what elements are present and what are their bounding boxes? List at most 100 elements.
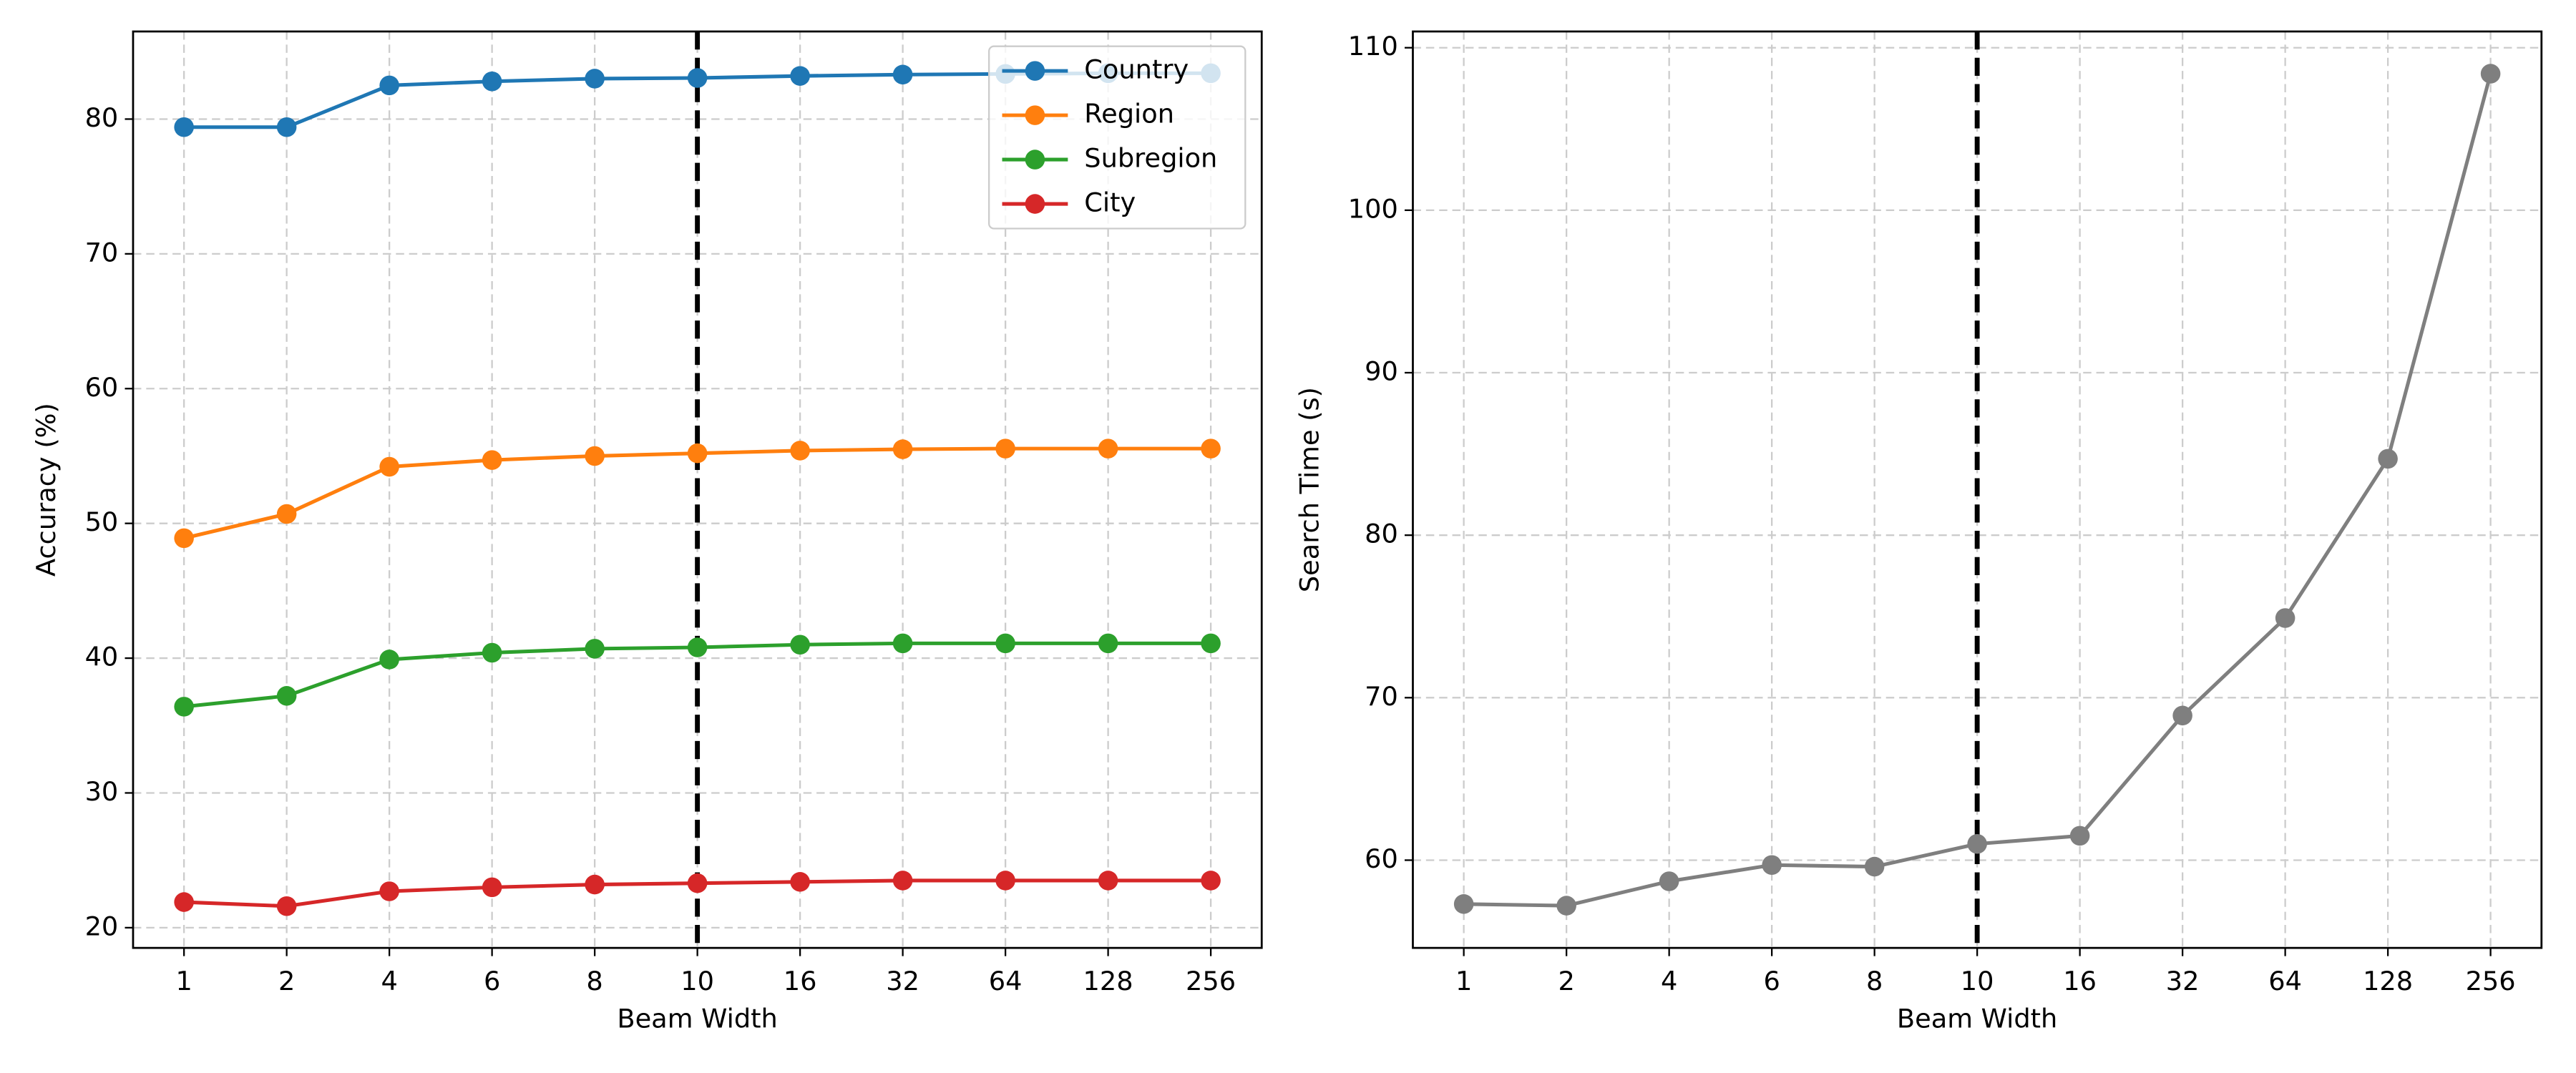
legend-marker [1025,194,1045,214]
data-point [174,117,194,137]
data-point [995,871,1015,891]
x-tick-label: 8 [586,966,602,996]
data-point [790,635,810,655]
x-tick-label: 2 [278,966,295,996]
data-point [585,639,605,659]
data-point [1556,896,1576,916]
data-point [892,871,913,891]
data-point [276,896,297,916]
x-tick-label: 10 [1961,966,1994,996]
x-tick-label: 32 [2166,966,2200,996]
data-point [995,438,1015,459]
x-tick-label: 4 [1661,966,1677,996]
x-axis-label: Beam Width [1897,1004,2057,1034]
data-point [1762,855,1782,876]
data-point [2275,608,2296,628]
legend-label: City [1084,187,1136,218]
data-point [1201,633,1221,654]
x-tick-label: 4 [381,966,397,996]
data-point [687,443,708,464]
x-tick-label: 2 [1558,966,1574,996]
data-point [892,64,913,85]
data-point [892,439,913,459]
data-point [585,874,605,895]
data-point [790,441,810,461]
plot-frame [1412,30,2543,949]
x-tick-label: 256 [2466,966,2516,996]
data-point [276,504,297,524]
data-point [892,633,913,654]
y-tick-label: 70 [85,237,119,268]
data-point [2480,64,2501,84]
data-point [1098,438,1118,459]
x-tick-label: 10 [680,966,714,996]
subplot: 20 30 40 50 60 70 80 1 2 4 6 8 10 16 32 64 128 256 Beam Wi… [31,30,1263,1034]
data-point [2378,449,2398,469]
data-point [482,450,502,470]
legend-marker [1025,61,1045,81]
data-point [1098,633,1118,654]
data-point [379,456,399,477]
data-point [687,637,708,657]
data-point [174,528,194,549]
data-point [174,892,194,912]
data-point [1659,871,1679,891]
x-tick-label: 8 [1866,966,1883,996]
data-point [995,633,1015,654]
y-tick-label: 100 [1348,193,1398,224]
x-tick-label: 1 [1455,966,1472,996]
data-point [482,642,502,663]
data-point [2172,705,2192,726]
data-point [790,872,810,892]
data-point [585,446,605,466]
y-tick-label: 20 [85,911,119,941]
y-tick-label: 30 [85,776,119,807]
x-tick-label: 16 [2063,966,2097,996]
data-point [1967,833,1987,854]
data-point [687,68,708,88]
data-point [1201,438,1221,459]
legend-label: Region [1084,99,1174,129]
x-tick-label: 64 [989,966,1023,996]
x-tick-label: 256 [1186,966,1236,996]
y-axis-label: Search Time (s) [1294,387,1325,592]
x-tick-label: 32 [886,966,919,996]
data-point [276,117,297,137]
y-tick-label: 60 [1365,843,1398,874]
legend-box [987,45,1246,230]
data-point [482,71,502,92]
legend-marker [1025,150,1045,170]
data-point [379,881,399,901]
x-tick-label: 128 [1083,966,1133,996]
y-axis-label: Accuracy (%) [31,403,62,577]
data-point [379,75,399,96]
y-tick-label: 70 [1365,681,1398,712]
data-point [2069,825,2090,846]
data-point [174,697,194,717]
data-point [1098,871,1118,891]
x-axis-label: Beam Width [617,1004,777,1034]
y-tick-label: 80 [85,102,119,133]
data-point [276,686,297,706]
x-tick-label: 128 [2363,966,2413,996]
data-point [1453,894,1474,914]
plot-frame [132,30,1263,949]
y-tick-label: 110 [1348,31,1398,62]
legend-marker [1025,105,1045,125]
y-tick-label: 60 [85,372,119,403]
y-tick-label: 50 [85,506,119,537]
data-point [1864,856,1885,877]
x-tick-label: 6 [1763,966,1780,996]
legend: Country Region Subregion City [987,45,1246,230]
data-point [379,650,399,670]
y-tick-label: 80 [1365,519,1398,549]
data-point [1201,871,1221,891]
x-tick-label: 6 [484,966,500,996]
data-point [790,66,810,86]
y-tick-label: 40 [85,642,119,672]
x-tick-label: 64 [2268,966,2302,996]
legend-label: Country [1084,54,1189,85]
x-tick-label: 16 [784,966,817,996]
